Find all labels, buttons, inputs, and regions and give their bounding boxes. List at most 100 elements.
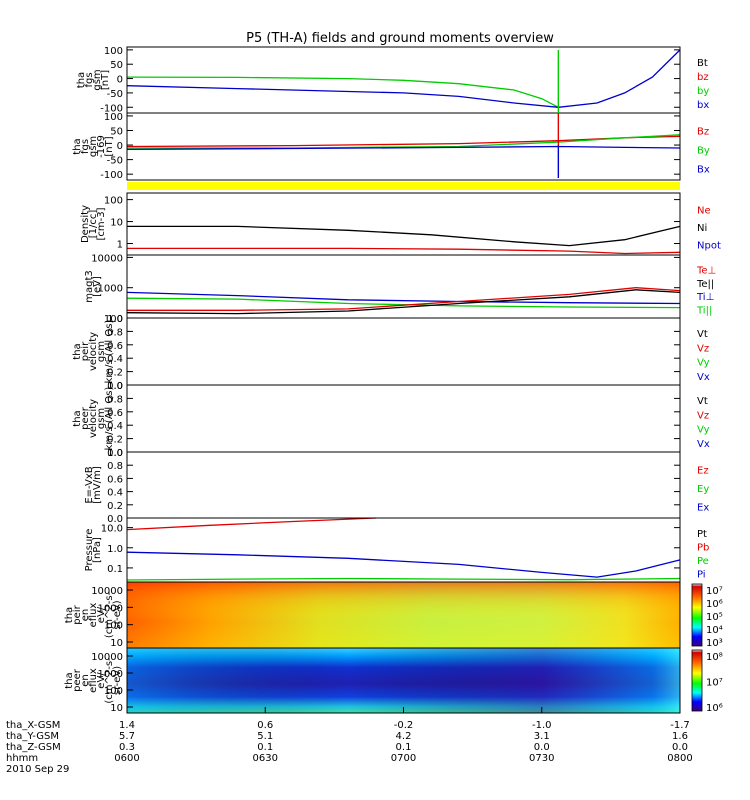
colorbar-tick-label: 10³ [706, 638, 723, 649]
series-line-bx [126, 49, 681, 108]
y-axis-label: magt3[eV] [84, 270, 103, 303]
series-line-Ni [127, 225, 681, 247]
y-label-line: km/s (All Qs) [104, 320, 115, 384]
y-label-line: eflux [88, 603, 99, 628]
y-label-line: tha [72, 410, 83, 426]
x-row-label: hhmm [6, 753, 38, 764]
x-row-label: tha_X-GSM [6, 720, 60, 731]
y-tick-label: 1000 [98, 603, 123, 614]
x-row-value: 0.0 [672, 742, 688, 753]
y-tick-label: 100 [104, 112, 123, 123]
y-label-line: peir [80, 341, 91, 361]
y-tick-label: -50 [107, 156, 123, 167]
y-label-line: peer [80, 406, 91, 430]
y-label-line: peir [72, 604, 83, 624]
series-line-Ne [127, 247, 681, 255]
panel-frame [126, 192, 681, 256]
y-tick-label: 100 [104, 314, 123, 325]
legend-label: Vy [697, 358, 710, 369]
y-tick-label: 10000 [91, 652, 123, 663]
y-tick-label: -50 [107, 89, 123, 100]
x-row-value: 0.6 [257, 720, 273, 731]
colorbar-tick-label: 10⁶ [706, 703, 723, 714]
y-tick-label: 0.6 [107, 341, 123, 352]
x-row-value: 0.1 [396, 742, 412, 753]
legend-label: Vt [697, 329, 708, 340]
y-axis-label: Pressure[nPa] [84, 529, 103, 572]
y-tick-label: 0.4 [107, 488, 123, 499]
legend-label: Ni [697, 223, 707, 234]
x-row-label: tha_Y-GSM [6, 731, 59, 742]
series-line-Pi [126, 551, 681, 578]
panel-frame [126, 112, 681, 181]
panel-peir: 1.0 0.8 0.6 0.4 0.2 0.0 Vt Vz Vy Vx thapeirvelocit… [72, 314, 710, 392]
y-tick-label: 10000 [91, 586, 123, 597]
x-row-value: 0.3 [119, 742, 135, 753]
legend-label: Vx [697, 439, 710, 450]
y-tick-label: 1.0 [107, 544, 123, 555]
y-label-line: eflux [88, 668, 99, 693]
series-line-by [126, 76, 559, 108]
x-row-value: -0.2 [394, 720, 414, 731]
spectrogram-ion-overlay [127, 582, 680, 648]
y-tick-label: 100 [104, 46, 123, 57]
series-line-Ti⊥ [126, 291, 681, 305]
y-tick-label: 0.2 [107, 501, 123, 512]
y-label-line: Pressure [84, 529, 95, 572]
colorbar-tick-label: 10⁴ [706, 625, 723, 636]
y-tick-label: 0.0 [107, 448, 123, 459]
y-tick-label: 0.0 [107, 514, 123, 525]
legend-label: Bx [697, 165, 710, 176]
y-tick-label: 1.0 [107, 448, 123, 459]
y-label-line: (cm^2-s- [104, 591, 115, 638]
y-label-line: tha [64, 607, 75, 623]
legend-label: Vt [697, 396, 708, 407]
panel-frame [126, 254, 681, 319]
x-row-value: 4.2 [396, 731, 412, 742]
legend-label: Pi [697, 569, 706, 580]
legend-label: By [697, 146, 710, 157]
x-row-label: tha_Z-GSM [6, 742, 61, 753]
legend-label: bz [697, 72, 709, 83]
legend-label: Pb [697, 542, 709, 553]
y-tick-label: 10.0 [101, 524, 123, 535]
y-tick-label: 0.6 [107, 474, 123, 485]
y-axis-label: Density[1/cc][cm-3] [80, 205, 107, 243]
y-tick-label: 0.4 [107, 354, 123, 365]
y-tick-label: 100 [104, 621, 123, 632]
legend-label: bx [697, 100, 709, 111]
x-row-value: 0.1 [257, 742, 273, 753]
x-row-value: 1.4 [119, 720, 135, 731]
y-tick-label: 1000 [98, 669, 123, 680]
series-line-Bx [126, 145, 681, 151]
panel-peer: 1.0 0.8 0.6 0.4 0.2 0.0 Vt Vz Vy Vx thapeervelocit… [72, 381, 710, 459]
y-label-line: gsm [96, 408, 107, 429]
legend-label: Ti|| [696, 305, 712, 316]
x-row-value: -1.0 [532, 720, 552, 731]
y-tick-label: 10 [110, 218, 123, 229]
y-label-line: en [80, 674, 91, 687]
y-tick-label: 0.6 [107, 408, 123, 419]
colorbar-tick-label: 10⁷ [706, 678, 723, 689]
y-label-line: en [80, 609, 91, 622]
legend-label: Pt [697, 529, 707, 540]
date-label: 2010 Sep 29 [6, 764, 69, 775]
series-line-Pe [126, 577, 681, 581]
y-label-line: (cm^2-s- [104, 657, 115, 704]
y-label-line: [cm-3] [96, 207, 107, 240]
y-label-line: fgs [80, 139, 91, 154]
y-tick-label: 50 [110, 126, 123, 137]
x-row-value: -1.7 [670, 720, 690, 731]
y-tick-label: 0.8 [107, 461, 123, 472]
y-label-line: [nT] [100, 70, 111, 90]
panel-frame [126, 517, 681, 583]
y-label-line: eV/ [96, 606, 107, 623]
y-label-line: [nPa] [92, 537, 103, 563]
legend-label: Vy [697, 425, 710, 436]
panel-density: 100 10 1 Ne Ni Npot Density[1/cc][cm-3] [80, 192, 721, 256]
